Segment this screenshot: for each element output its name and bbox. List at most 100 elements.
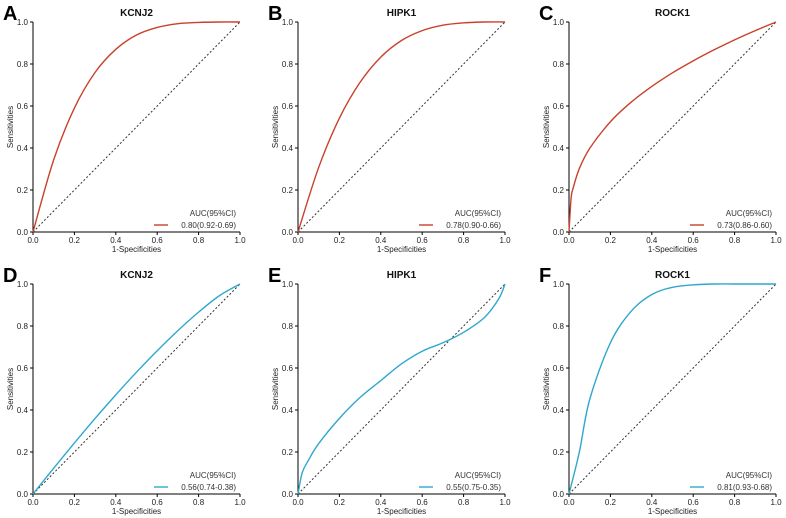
y-tick-label: 0.8 — [17, 322, 29, 331]
roc-curve — [568, 283, 776, 495]
y-tick-label: 0.4 — [553, 144, 565, 153]
y-tick-label: 0.0 — [17, 490, 29, 499]
y-tick-label: 0.4 — [17, 144, 29, 153]
y-axis-label: Sensitivities — [542, 368, 551, 410]
y-tick-label: 1.0 — [553, 18, 565, 27]
y-tick-label: 0.4 — [282, 406, 294, 415]
y-tick-label: 0.8 — [553, 322, 565, 331]
y-tick-label: 0.6 — [17, 364, 29, 373]
x-axis-label: 1-Specificities — [648, 245, 697, 254]
chart-title: HIPK1 — [387, 8, 417, 19]
x-tick-label: 0.2 — [69, 498, 81, 507]
legend-entry: 0.81(0.93-0.68) — [717, 483, 772, 492]
y-tick-label: 0.0 — [17, 228, 29, 237]
panel-B: B HIPK1 0.00.0 0.2 0.2 0.4 0.4 0.6 0.6 0.8 0.8 1.0 1… — [268, 3, 511, 254]
x-tick-label: 0.0 — [292, 498, 304, 507]
x-axis-label: 1-Specificities — [377, 245, 426, 254]
roc-curve — [297, 283, 506, 495]
panel-D: D KCNJ2 0.00.0 0.2 0.2 0.4 0.4 0.6 0.6 0.8 0.8 1.0 1… — [3, 265, 246, 516]
y-tick-label: 0.2 — [17, 186, 29, 195]
x-tick-label: 0.4 — [646, 498, 658, 507]
x-axis-label: 1-Specificities — [648, 507, 697, 516]
reference-diagonal — [32, 283, 241, 495]
y-tick-label: 0.8 — [282, 60, 294, 69]
y-tick-label: 0.0 — [282, 228, 294, 237]
roc-curve — [32, 283, 241, 495]
x-tick-label: 1.0 — [770, 236, 782, 245]
reference-diagonal — [568, 21, 777, 233]
x-tick-label: 0.8 — [193, 236, 205, 245]
x-axis-label: 1-Specificities — [112, 245, 161, 254]
x-tick-label: 0.8 — [729, 236, 741, 245]
x-axis-label: 1-Specificities — [377, 507, 426, 516]
x-tick-label: 0.8 — [458, 498, 470, 507]
x-tick-label: 1.0 — [770, 498, 782, 507]
y-tick-label: 0.4 — [282, 144, 294, 153]
panel-label: B — [268, 3, 282, 25]
x-tick-label: 1.0 — [499, 236, 511, 245]
panel-label: A — [3, 3, 17, 25]
y-tick-label: 0.4 — [17, 406, 29, 415]
legend-title: AUC(95%CI) — [455, 471, 502, 480]
y-tick-label: 0.2 — [282, 448, 294, 457]
x-tick-label: 0.2 — [334, 498, 346, 507]
chart-title: ROCK1 — [655, 8, 690, 19]
y-tick-label: 0.0 — [282, 490, 294, 499]
legend-entry: 0.73(0.86-0.60) — [717, 221, 772, 230]
x-tick-label: 0.6 — [688, 498, 700, 507]
roc-curve — [297, 21, 506, 233]
reference-diagonal — [568, 283, 777, 495]
y-axis-label: Sensitivities — [542, 106, 551, 148]
x-tick-label: 0.2 — [334, 236, 346, 245]
y-tick-label: 1.0 — [282, 18, 294, 27]
y-axis-label: Sensitivities — [6, 368, 15, 410]
x-tick-label: 1.0 — [234, 498, 246, 507]
x-axis-label: 1-Specificities — [112, 507, 161, 516]
y-tick-label: 0.2 — [553, 448, 565, 457]
x-tick-label: 0.2 — [605, 236, 617, 245]
panel-C: C ROCK1 0.00.0 0.2 0.2 0.4 0.4 0.6 0.6 0.8 0.8 1.0 1… — [539, 3, 782, 254]
panel-A: A KCNJ2 0.00.0 0.2 0.2 0.4 0.4 0.6 0.6 0.8 0.8 1.0 1… — [3, 3, 246, 254]
y-tick-label: 0.0 — [553, 490, 565, 499]
y-tick-label: 0.8 — [553, 60, 565, 69]
x-tick-label: 0.0 — [27, 236, 39, 245]
panel-label: E — [268, 265, 281, 287]
x-tick-label: 1.0 — [234, 236, 246, 245]
y-axis-label: Sensitivities — [271, 106, 280, 148]
x-tick-label: 1.0 — [499, 498, 511, 507]
x-tick-label: 0.4 — [375, 498, 387, 507]
y-tick-label: 0.6 — [553, 364, 565, 373]
legend-title: AUC(95%CI) — [726, 209, 773, 218]
panel-label: D — [3, 265, 17, 287]
chart-title: KCNJ2 — [120, 8, 153, 19]
x-tick-label: 0.8 — [458, 236, 470, 245]
x-tick-label: 0.6 — [688, 236, 700, 245]
legend-title: AUC(95%CI) — [190, 471, 237, 480]
x-tick-label: 0.0 — [563, 498, 575, 507]
reference-diagonal — [297, 283, 506, 495]
y-tick-label: 0.2 — [553, 186, 565, 195]
y-tick-label: 0.6 — [282, 364, 294, 373]
x-tick-label: 0.0 — [27, 498, 39, 507]
y-tick-label: 0.0 — [553, 228, 565, 237]
chart-title: ROCK1 — [655, 270, 690, 281]
legend-entry: 0.80(0.92-0.69) — [181, 221, 236, 230]
x-tick-label: 0.6 — [152, 236, 164, 245]
legend-entry: 0.55(0.75-0.35) — [446, 483, 501, 492]
y-tick-label: 0.6 — [17, 102, 29, 111]
x-tick-label: 0.6 — [417, 498, 429, 507]
y-tick-label: 1.0 — [553, 280, 565, 289]
x-tick-label: 0.4 — [110, 236, 122, 245]
x-tick-label: 0.0 — [563, 236, 575, 245]
x-tick-label: 0.8 — [193, 498, 205, 507]
x-tick-label: 0.6 — [417, 236, 429, 245]
x-tick-label: 0.4 — [646, 236, 658, 245]
roc-curve — [568, 21, 777, 233]
legend-entry: 0.56(0.74-0.38) — [181, 483, 236, 492]
legend-title: AUC(95%CI) — [455, 209, 502, 218]
x-tick-label: 0.2 — [605, 498, 617, 507]
y-tick-label: 0.6 — [282, 102, 294, 111]
y-tick-label: 1.0 — [17, 18, 29, 27]
y-axis-label: Sensitivities — [6, 106, 15, 148]
